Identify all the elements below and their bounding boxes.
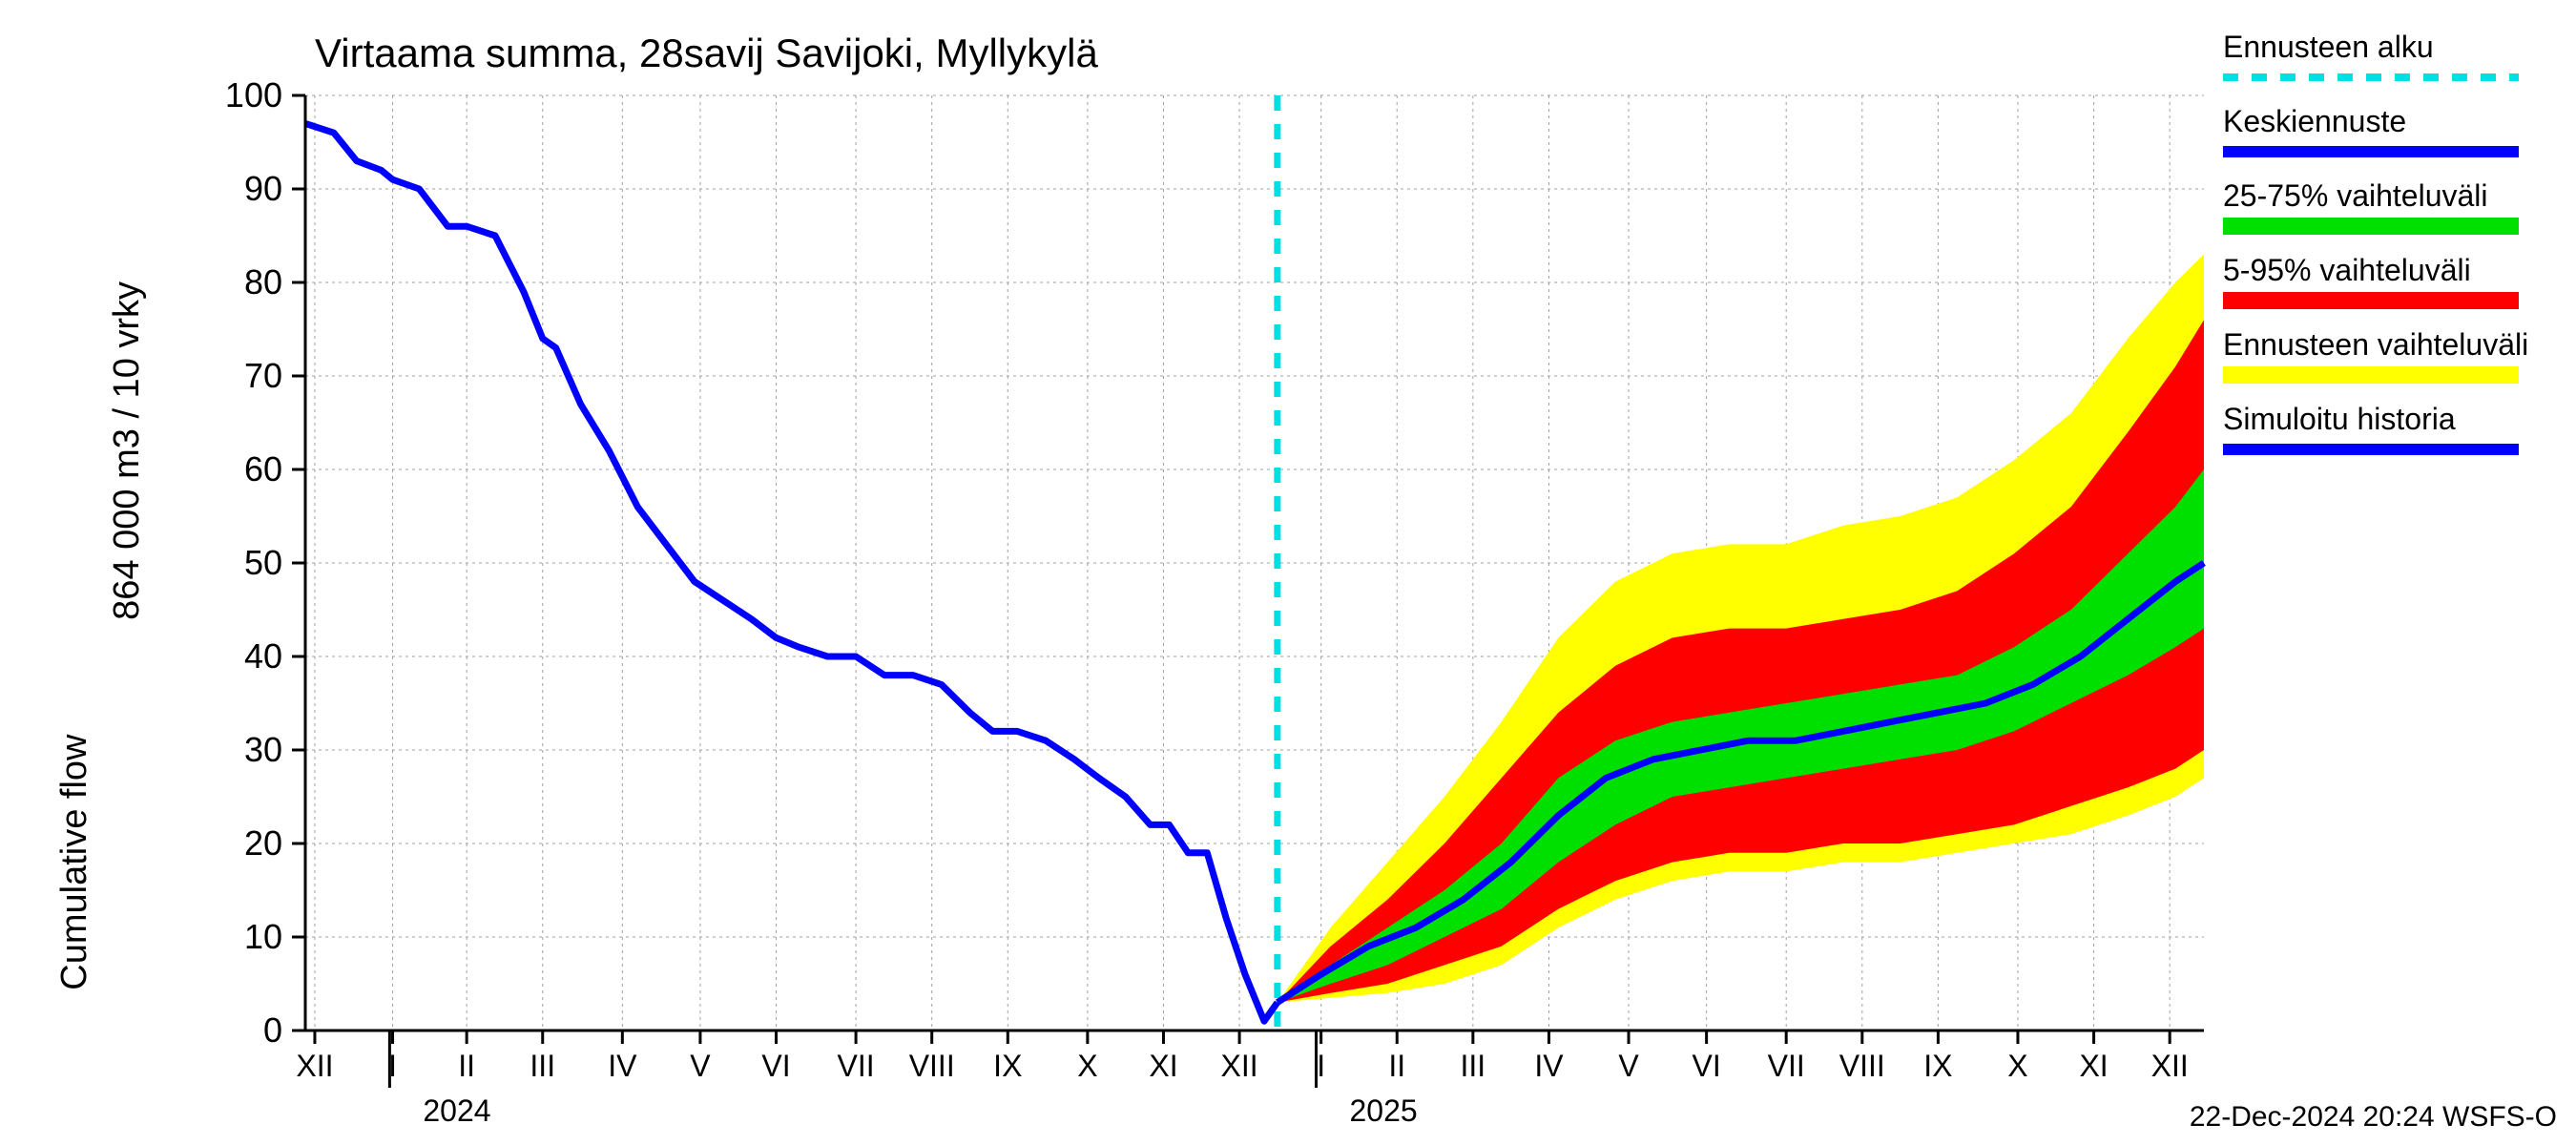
- x-tick-label: VII: [838, 1049, 875, 1083]
- y-tick-label: 70: [244, 356, 282, 395]
- legend-label: Simuloitu historia: [2223, 402, 2456, 436]
- x-tick-label: VIII: [909, 1049, 955, 1083]
- x-tick-label: VIII: [1839, 1049, 1885, 1083]
- y-tick-label: 40: [244, 636, 282, 676]
- y-axis-label-2: 864 000 m3 / 10 vrky: [107, 281, 147, 620]
- timestamp-label: 22-Dec-2024 20:24 WSFS-O: [2190, 1101, 2557, 1133]
- x-tick-label: X: [1077, 1049, 1097, 1083]
- x-tick-label: V: [1618, 1049, 1639, 1083]
- legend-label: Ennusteen alku: [2223, 30, 2434, 64]
- year-label: 2025: [1350, 1093, 1418, 1128]
- legend-swatch-line: [2223, 146, 2519, 157]
- legend-label: 5-95% vaihteluväli: [2223, 253, 2471, 287]
- y-axis-label-1: Cumulative flow: [54, 734, 94, 990]
- x-tick-label: II: [1388, 1049, 1405, 1083]
- y-tick-label: 20: [244, 823, 282, 863]
- chart-title: Virtaama summa, 28savij Savijoki, Myllyk…: [315, 31, 1098, 75]
- x-tick-label: I: [1317, 1049, 1325, 1083]
- y-tick-label: 100: [225, 75, 282, 114]
- x-tick-label: IV: [608, 1049, 637, 1083]
- x-tick-label: XII: [296, 1049, 333, 1083]
- chart-svg: 0102030405060708090100XIIIIIIIIIVVVIVIIV…: [0, 0, 2576, 1145]
- legend-label: Ennusteen vaihteluväli: [2223, 327, 2528, 362]
- legend-swatch-band: [2223, 366, 2519, 384]
- legend-swatch-line: [2223, 444, 2519, 455]
- y-tick-label: 30: [244, 730, 282, 769]
- x-tick-label: IV: [1534, 1049, 1564, 1083]
- x-tick-label: III: [1461, 1049, 1486, 1083]
- x-tick-label: XI: [2079, 1049, 2108, 1083]
- x-tick-label: X: [2007, 1049, 2027, 1083]
- y-tick-label: 60: [244, 449, 282, 489]
- legend-swatch-band: [2223, 218, 2519, 235]
- y-tick-label: 80: [244, 262, 282, 302]
- x-tick-label: II: [458, 1049, 475, 1083]
- x-tick-label: XI: [1149, 1049, 1177, 1083]
- x-tick-label: VI: [1693, 1049, 1721, 1083]
- x-tick-label: IX: [993, 1049, 1022, 1083]
- x-tick-label: XII: [2151, 1049, 2189, 1083]
- x-tick-label: III: [530, 1049, 555, 1083]
- x-tick-label: IX: [1923, 1049, 1952, 1083]
- chart-container: 0102030405060708090100XIIIIIIIIIVVVIVIIV…: [0, 0, 2576, 1145]
- y-tick-label: 0: [263, 1010, 282, 1050]
- year-label: 2024: [423, 1093, 490, 1128]
- legend-label: Keskiennuste: [2223, 104, 2406, 138]
- legend-label: 25-75% vaihteluväli: [2223, 178, 2488, 213]
- x-tick-label: V: [690, 1049, 711, 1083]
- y-tick-label: 10: [244, 917, 282, 956]
- legend-swatch-band: [2223, 292, 2519, 309]
- x-tick-label: XII: [1221, 1049, 1258, 1083]
- x-tick-label: VI: [761, 1049, 790, 1083]
- y-tick-label: 50: [244, 543, 282, 582]
- y-tick-label: 90: [244, 169, 282, 208]
- x-tick-label: VII: [1768, 1049, 1805, 1083]
